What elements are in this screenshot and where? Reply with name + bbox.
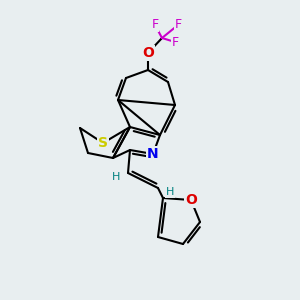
Text: F: F	[171, 35, 178, 49]
Text: H: H	[166, 187, 174, 197]
Text: H: H	[112, 172, 120, 182]
Text: N: N	[147, 147, 159, 161]
Text: O: O	[142, 46, 154, 60]
Text: O: O	[185, 193, 197, 207]
Text: F: F	[152, 19, 159, 32]
Text: S: S	[98, 136, 108, 150]
Text: F: F	[174, 19, 182, 32]
